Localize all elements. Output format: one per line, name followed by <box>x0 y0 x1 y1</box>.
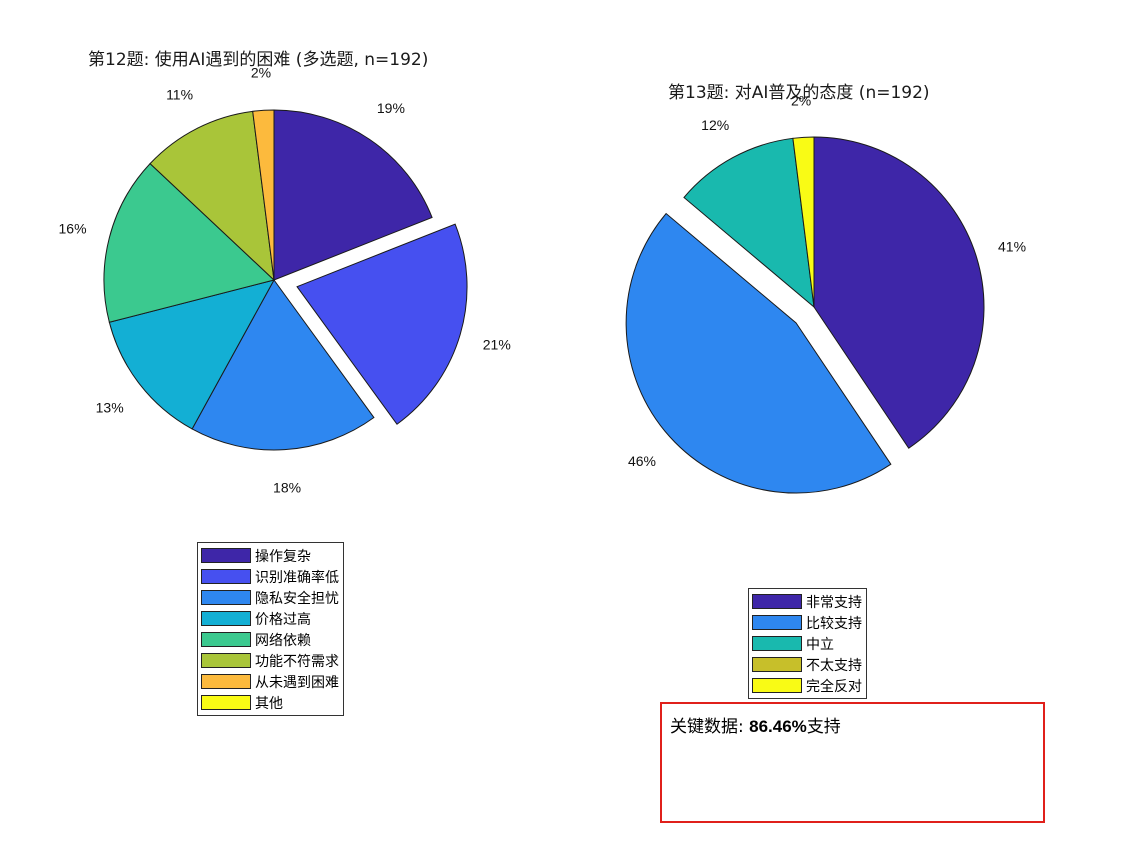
chart1-legend: 操作复杂识别准确率低 隐私安全担忧 价格过高网络依赖功能不符需求 从未遇到困难 其他 <box>197 542 344 716</box>
chart2-slice-label-1: 46% <box>628 453 656 469</box>
chart1-slice-label-5: 11% <box>166 87 193 103</box>
legend-label: 不太支持 <box>806 657 862 674</box>
legend-label: 功能不符需求 <box>255 653 339 670</box>
chart2-legend: 非常支持比较支持中立不太支持完全反对 <box>748 588 867 699</box>
chart2-slice-4 <box>792 136 815 308</box>
chart2-legend-item: 比较支持 <box>752 612 862 633</box>
chart2-legend-item: 不太支持 <box>752 654 862 675</box>
legend-swatch <box>752 615 802 630</box>
legend-swatch <box>201 548 251 563</box>
chart2-legend-item: 非常支持 <box>752 591 862 612</box>
chart2-slice-2 <box>683 137 815 309</box>
chart1-legend-item: 价格过高 <box>201 608 339 629</box>
key-data-suffix: 支持 <box>806 717 841 737</box>
legend-swatch <box>752 678 802 693</box>
key-data-annotation: 关键数据: 86.46%支持 <box>660 702 1045 823</box>
legend-label: 从未遇到困难 <box>255 674 339 691</box>
chart1-slice-label-2: 18% <box>273 480 301 496</box>
chart1-legend-item: 隐私安全担忧 <box>201 587 339 608</box>
chart1-slice-1 <box>296 223 468 425</box>
chart1-legend-item: 功能不符需求 <box>201 650 339 671</box>
chart1-slice-label-4: 16% <box>59 220 87 236</box>
chart1-slice-label-3: 13% <box>96 399 124 415</box>
legend-label: 其他 <box>255 695 283 712</box>
chart1-slice-4 <box>103 162 276 323</box>
chart2-slice-label-2: 12% <box>701 117 729 133</box>
legend-swatch <box>201 653 251 668</box>
legend-label: 识别准确率低 <box>255 569 339 586</box>
legend-label: 隐私安全担忧 <box>255 590 339 607</box>
legend-swatch <box>201 590 251 605</box>
chart2-legend-item: 完全反对 <box>752 675 862 696</box>
chart2-slice-0 <box>813 136 985 449</box>
chart1-legend-item: 操作复杂 <box>201 545 339 566</box>
chart1-legend-item: 识别准确率低 <box>201 566 339 587</box>
legend-label: 网络依赖 <box>255 632 311 649</box>
legend-label: 价格过高 <box>255 611 311 628</box>
legend-swatch <box>201 611 251 626</box>
chart2-slice-label-0: 41% <box>998 239 1026 255</box>
chart1-legend-item: 网络依赖 <box>201 629 339 650</box>
chart2-slice-label-4: 2% <box>791 92 811 108</box>
chart1-slice-0 <box>273 109 433 281</box>
chart1-slice-label-1: 21% <box>483 337 511 353</box>
legend-swatch <box>752 657 802 672</box>
legend-label: 非常支持 <box>806 594 862 611</box>
legend-label: 中立 <box>806 636 834 653</box>
chart1-slice-2 <box>191 279 375 451</box>
chart1-slice-5 <box>149 110 275 282</box>
key-data-prefix: 关键数据: <box>670 717 750 737</box>
legend-swatch <box>201 695 251 710</box>
chart1-title: 第12题: 使用AI遇到的困难 (多选题, n=192) <box>88 50 429 70</box>
chart1-legend-item: 其他 <box>201 692 339 713</box>
chart1-slice-3 <box>108 279 275 430</box>
legend-swatch <box>752 636 802 651</box>
chart1-slice-6 <box>252 109 275 281</box>
legend-label: 完全反对 <box>806 678 862 695</box>
legend-swatch <box>201 632 251 647</box>
legend-swatch <box>752 594 802 609</box>
legend-swatch <box>201 569 251 584</box>
chart2-legend-item: 中立 <box>752 633 862 654</box>
legend-label: 比较支持 <box>806 615 862 632</box>
chart1-slice-label-0: 19% <box>377 100 405 116</box>
chart1-slice-label-6: 2% <box>251 64 271 80</box>
key-data-value: 86.46% <box>749 717 807 736</box>
chart2-slice-1 <box>625 212 892 494</box>
legend-swatch <box>201 674 251 689</box>
chart2-title: 第13题: 对AI普及的态度 (n=192) <box>668 83 930 103</box>
chart1-legend-item: 从未遇到困难 <box>201 671 339 692</box>
legend-label: 操作复杂 <box>255 548 311 565</box>
